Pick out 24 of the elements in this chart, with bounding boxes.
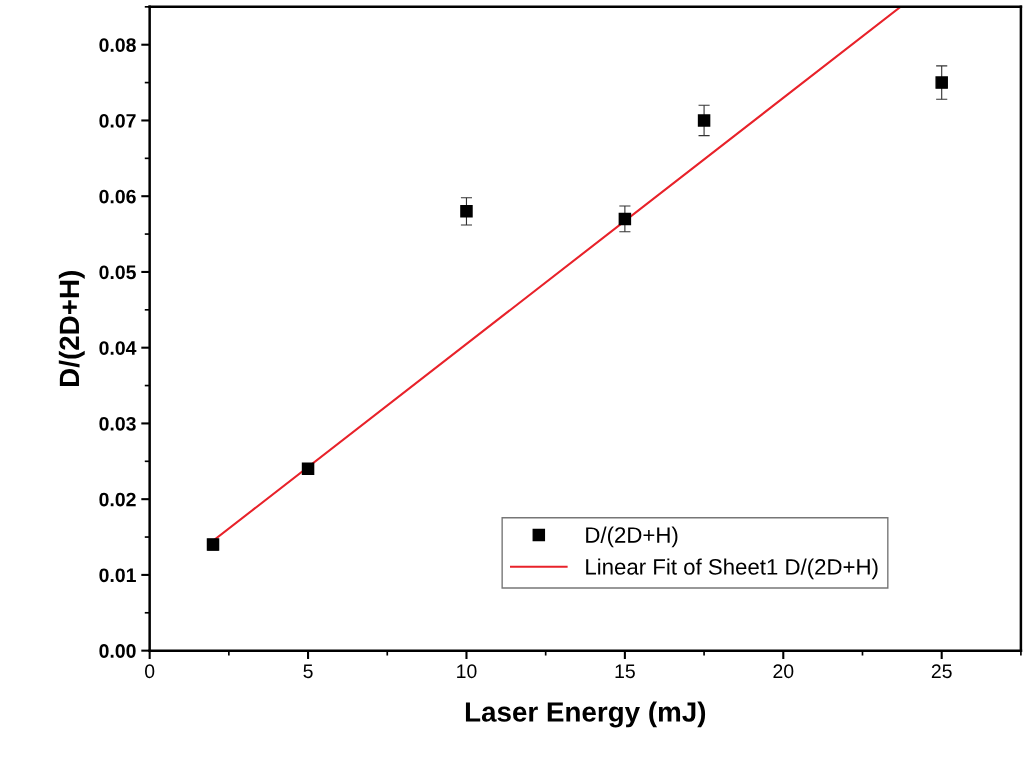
point [301, 462, 315, 476]
y-axis-title: D/(2D+H) [58, 271, 85, 386]
y-tick-label: 0.08 [99, 38, 136, 52]
point [618, 212, 632, 226]
x-tick-label: 10 [457, 664, 477, 679]
y-tick-label: 0.02 [99, 492, 136, 507]
y-tick-label: 0.05 [99, 265, 136, 280]
x-tick-label: 0 [145, 664, 155, 679]
x-tick-label: 15 [615, 664, 635, 679]
y-tick-label: 0.04 [99, 341, 137, 355]
point [697, 114, 711, 127]
x-tick-label: 20 [773, 664, 794, 679]
y-tick-label: 0.03 [99, 416, 136, 431]
legend-label: D/(2D+H) [586, 526, 678, 548]
legend-label: Linear Fit of Sheet1 D/(2D+H) [586, 558, 878, 580]
point [935, 76, 948, 89]
y-tick-label: 0.00 [99, 644, 136, 658]
x-axis-title: Laser Energy (mJ) [465, 701, 706, 728]
y-tick-label: 0.01 [99, 568, 136, 583]
y-tick-label: 0.06 [99, 189, 136, 204]
point [460, 205, 473, 218]
y-tick-label: 0.07 [99, 113, 136, 128]
x-tick-label: 5 [303, 664, 313, 679]
x-tick-label: 25 [931, 664, 952, 679]
